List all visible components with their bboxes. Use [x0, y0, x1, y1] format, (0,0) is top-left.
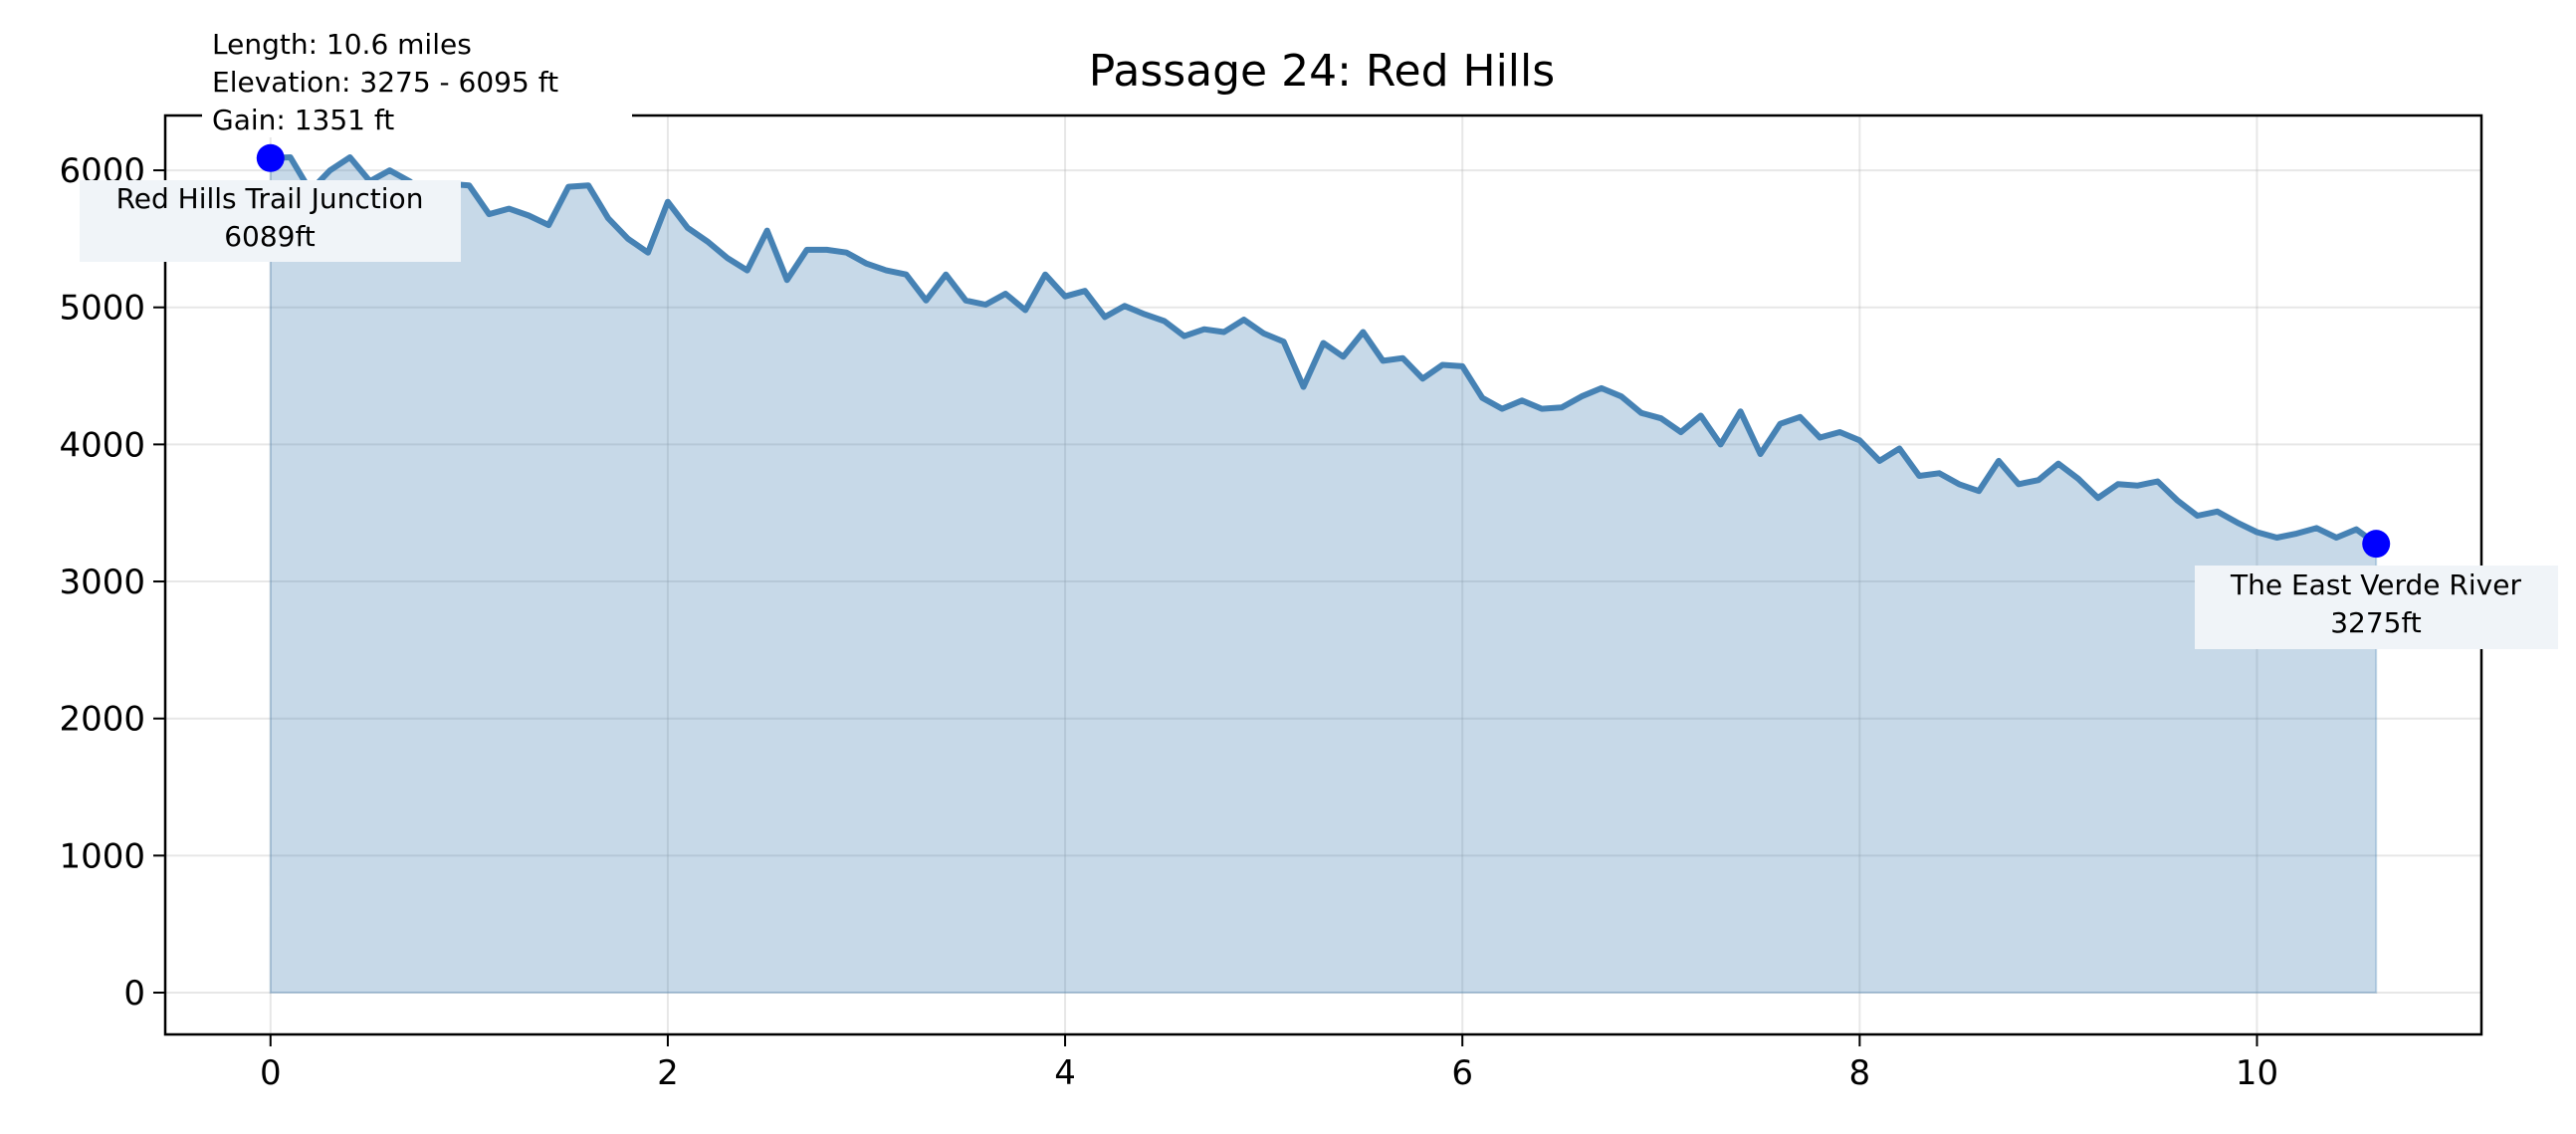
stats-box	[202, 18, 632, 137]
elevation-area	[269, 155, 2378, 995]
stats-line-elevation: Elevation: 3275 - 6095 ft	[212, 66, 558, 99]
y-tick-label: 1000	[59, 836, 145, 876]
end-point-marker	[2362, 530, 2391, 559]
end-point-elevation: 3275ft	[2330, 606, 2422, 639]
stats-line-gain: Gain: 1351 ft	[212, 104, 394, 136]
start-point-marker	[256, 143, 285, 172]
end-label-box	[2195, 566, 2558, 649]
x-tick-label: 0	[260, 1053, 282, 1093]
x-tick-label: 8	[1849, 1053, 1871, 1093]
stats-line-length: Length: 10.6 miles	[212, 28, 472, 61]
start-label-box	[80, 180, 461, 262]
x-tick-label: 10	[2236, 1053, 2278, 1093]
y-tick-label: 5000	[59, 289, 145, 329]
annotations: Length: 10.6 miles Elevation: 3275 - 609…	[202, 18, 632, 137]
x-tick-label: 2	[657, 1053, 679, 1093]
y-tick-label: 4000	[59, 425, 145, 465]
start-point-elevation: 6089ft	[224, 220, 316, 253]
series-layer	[269, 154, 2378, 995]
x-tick-label: 4	[1054, 1053, 1076, 1093]
y-tick-label: 0	[123, 974, 145, 1014]
end-point-name: The East Verde River	[2230, 568, 2521, 601]
x-tick-label: 6	[1451, 1053, 1473, 1093]
y-tick-label: 3000	[59, 563, 145, 602]
endpoint-callouts: Red Hills Trail Junction 6089ft The East…	[80, 180, 2558, 649]
chart-title: Passage 24: Red Hills	[1089, 46, 1555, 97]
elevation-line	[270, 154, 2378, 547]
endpoint-markers	[256, 143, 2391, 559]
start-point-name: Red Hills Trail Junction	[116, 182, 424, 215]
y-tick-label: 2000	[59, 700, 145, 740]
